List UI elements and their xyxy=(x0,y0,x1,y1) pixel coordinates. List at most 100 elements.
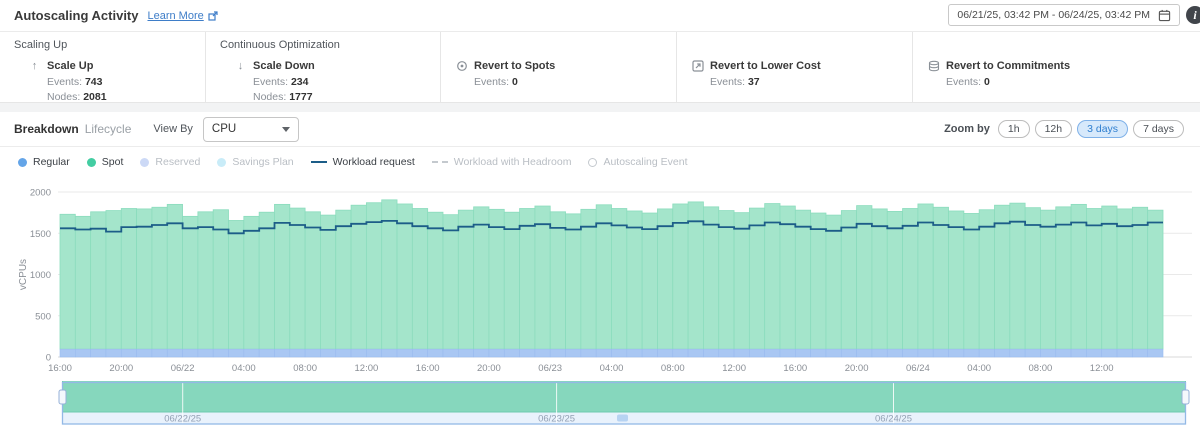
stat-card-revert-to-commitments: Revert to Commitments Events: 0 xyxy=(912,32,1200,102)
bar-spot xyxy=(350,204,367,350)
group-title-continuous-optimization: Continuous Optimization xyxy=(220,39,340,51)
scaling-stats-band: Scaling Up ↑ Scale Up Events: 743 Nodes:… xyxy=(0,32,1200,103)
zoom-option-3-days[interactable]: 3 days xyxy=(1077,120,1129,138)
bar-regular xyxy=(166,348,183,358)
bar-regular xyxy=(871,348,888,358)
stat-title: Revert to Lower Cost xyxy=(710,60,821,72)
bar-regular xyxy=(289,348,306,358)
legend-dot-icon xyxy=(217,157,227,167)
arrow-out-box-icon xyxy=(691,60,704,72)
legend-label: Savings Plan xyxy=(232,156,294,168)
svg-text:vCPUs: vCPUs xyxy=(18,259,29,290)
navigator-chart[interactable]: 06/22/25 06/23/25 06/24/25 xyxy=(0,381,1200,427)
bar-regular xyxy=(182,348,199,358)
svg-text:1500: 1500 xyxy=(30,229,51,240)
bar-spot xyxy=(212,209,229,350)
zoom-option-12h[interactable]: 12h xyxy=(1034,120,1073,138)
tab-breakdown[interactable]: Breakdown xyxy=(14,122,79,136)
svg-text:20:00: 20:00 xyxy=(845,363,869,374)
bar-spot xyxy=(120,208,137,350)
bar-regular xyxy=(1055,348,1072,358)
bar-spot xyxy=(1101,205,1118,350)
bar-regular xyxy=(350,348,367,358)
legend-item-savings-plan[interactable]: Savings Plan xyxy=(217,156,294,168)
events-value: 0 xyxy=(983,76,990,88)
svg-text:08:00: 08:00 xyxy=(661,363,685,374)
svg-text:16:00: 16:00 xyxy=(48,363,72,374)
legend-item-spot[interactable]: Spot xyxy=(86,156,123,168)
legend-item-regular[interactable]: Regular xyxy=(18,156,70,168)
legend-item-autoscaling-event[interactable]: Autoscaling Event xyxy=(588,156,688,168)
bar-spot xyxy=(74,215,92,350)
svg-text:08:00: 08:00 xyxy=(1029,363,1053,374)
stat-metrics: Events: 0 xyxy=(474,76,518,88)
scrollbar-grip[interactable] xyxy=(617,414,628,422)
section-divider xyxy=(0,103,1200,112)
svg-text:20:00: 20:00 xyxy=(109,363,133,374)
bar-spot xyxy=(365,202,383,350)
bar-regular xyxy=(304,348,321,358)
learn-more-link[interactable]: Learn More xyxy=(147,10,218,22)
stat-metrics: Events: 0 xyxy=(946,76,990,88)
zoom-option-7-days[interactable]: 7 days xyxy=(1133,120,1184,138)
main-chart[interactable]: 0 500 1000 1500 2000 vCPUs 16:00 20:00 06/22 04:0… xyxy=(0,177,1200,377)
bar-spot xyxy=(243,215,260,350)
svg-text:12:00: 12:00 xyxy=(722,363,746,374)
svg-text:06/22/25: 06/22/25 xyxy=(164,414,201,425)
view-by-select[interactable]: CPU xyxy=(202,116,299,142)
bar-regular xyxy=(641,348,658,358)
legend-dot-icon xyxy=(140,157,150,167)
tab-lifecycle[interactable]: Lifecycle xyxy=(84,122,132,136)
bar-spot xyxy=(1055,206,1072,350)
bar-spot xyxy=(994,204,1011,350)
legend-label: Autoscaling Event xyxy=(603,156,688,168)
svg-text:0: 0 xyxy=(46,353,51,364)
view-by-value: CPU xyxy=(211,123,237,135)
navigator-handle-left[interactable] xyxy=(58,389,67,405)
bar-spot xyxy=(549,211,566,350)
bar-regular xyxy=(749,348,766,358)
legend-item-reserved[interactable]: Reserved xyxy=(140,156,200,168)
bar-regular xyxy=(1024,348,1041,358)
legend-item-workload-request[interactable]: Workload request xyxy=(310,156,415,168)
spot-circle-icon xyxy=(455,60,468,72)
zoom-option-1h[interactable]: 1h xyxy=(997,120,1030,138)
bar-regular xyxy=(59,348,76,358)
bar-regular xyxy=(519,348,536,358)
page-title: Autoscaling Activity xyxy=(14,8,139,23)
bar-regular xyxy=(764,348,781,358)
svg-text:12:00: 12:00 xyxy=(355,363,379,374)
bar-spot xyxy=(703,206,720,350)
info-icon[interactable]: i xyxy=(1186,6,1200,24)
stat-metrics: Events: 37 xyxy=(710,76,760,88)
bar-spot xyxy=(963,213,980,350)
bar-regular xyxy=(626,348,643,358)
bar-spot xyxy=(840,210,858,350)
svg-text:04:00: 04:00 xyxy=(600,363,624,374)
date-range-picker[interactable]: 06/21/25, 03:42 PM - 06/24/25, 03:42 PM xyxy=(948,4,1180,26)
calendar-icon xyxy=(1158,9,1171,21)
bar-spot xyxy=(595,204,612,350)
bar-spot xyxy=(457,209,475,350)
bar-regular xyxy=(703,348,720,358)
legend-item-workload-with-headroom[interactable]: Workload with Headroom xyxy=(431,156,571,168)
bar-spot xyxy=(304,211,321,350)
bar-regular xyxy=(1040,348,1057,358)
bar-regular xyxy=(733,348,750,358)
bar-spot xyxy=(335,209,352,350)
bar-regular xyxy=(366,348,383,358)
bar-spot xyxy=(427,211,444,350)
layers-icon xyxy=(927,60,940,72)
bar-spot xyxy=(519,208,536,350)
stat-card-revert-to-spots: Revert to Spots Events: 0 xyxy=(440,32,676,102)
stat-card-scale-up: Scaling Up ↑ Scale Up Events: 743 Nodes:… xyxy=(0,32,205,103)
bar-spot xyxy=(166,203,183,350)
navigator-handle-right[interactable] xyxy=(1181,389,1190,405)
navigator-spot-area xyxy=(62,381,1186,413)
svg-text:06/23/25: 06/23/25 xyxy=(538,414,575,425)
bar-spot xyxy=(289,207,306,350)
bar-spot xyxy=(534,205,551,350)
bar-regular xyxy=(75,348,91,358)
bar-spot xyxy=(1116,208,1133,350)
